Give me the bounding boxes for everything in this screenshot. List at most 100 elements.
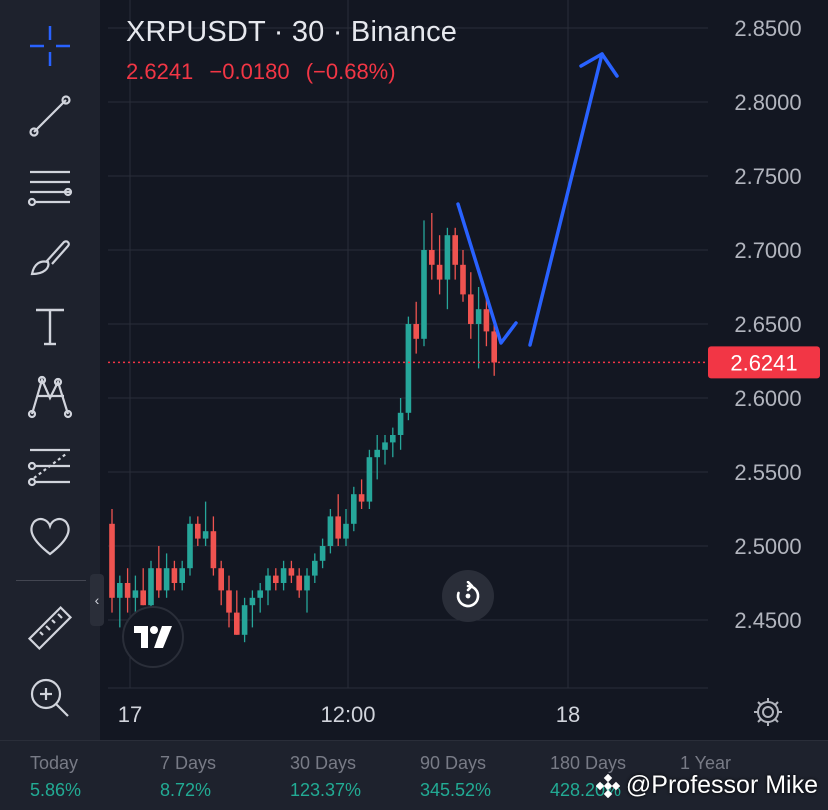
- up-arrow-projection[interactable]: [528, 52, 604, 347]
- favorites-heart-icon: [30, 517, 70, 556]
- candle: [429, 213, 435, 280]
- price-axis[interactable]: 2.8500 2.8000 2.7500 2.7000 2.6500 2.6000 2.55…: [734, 16, 801, 633]
- candle-body: [452, 235, 458, 265]
- perf-value: 5.86%: [30, 780, 82, 800]
- candle-body: [273, 575, 279, 583]
- candle-body: [210, 531, 217, 569]
- close-price: 2.6241: [126, 59, 194, 84]
- price-tick-label: 2.7500: [734, 164, 801, 189]
- trend-line-tool[interactable]: [20, 88, 80, 144]
- collapse-toolbar-button[interactable]: ‹: [90, 574, 104, 626]
- candle-body: [444, 235, 451, 280]
- candle: [312, 553, 318, 583]
- price-tick-label: 2.5000: [734, 534, 801, 559]
- candle-body: [280, 568, 287, 583]
- perf-label: Today: [30, 753, 79, 773]
- candle: [351, 486, 357, 532]
- candle-body: [265, 575, 271, 591]
- symbol-name: XRPUSDT: [126, 16, 266, 48]
- perf-1-year[interactable]: 1 Year: [680, 753, 800, 801]
- candle: [444, 227, 451, 310]
- ruler-tool[interactable]: [20, 600, 80, 656]
- price-tick-label: 2.6000: [734, 386, 801, 411]
- candle: [257, 583, 263, 613]
- candle: [421, 220, 427, 347]
- time-tick-label: 12:00: [320, 702, 375, 727]
- tradingview-logo[interactable]: [122, 606, 184, 668]
- candle-body: [124, 583, 131, 598]
- last-price-tag-text: 2.6241: [730, 350, 797, 375]
- candle-body: [234, 612, 240, 635]
- price-tick-label: 2.8000: [734, 90, 801, 115]
- fib-retracement-icon: [27, 170, 73, 207]
- down-trend-stroke[interactable]: [456, 202, 518, 345]
- candle-body: [397, 412, 404, 435]
- candle: [171, 560, 178, 591]
- time-axis[interactable]: 17 12:00 18: [118, 702, 580, 727]
- candle-body: [171, 568, 178, 583]
- candle-body: [335, 516, 341, 539]
- candle: [163, 553, 170, 598]
- candle: [273, 568, 279, 591]
- crosshair-tool[interactable]: [20, 18, 80, 74]
- candle-body: [117, 583, 123, 598]
- ruler-icon: [27, 605, 73, 651]
- candle-body: [436, 264, 443, 280]
- price-tick-label: 2.8500: [734, 16, 801, 41]
- candle-body: [483, 309, 490, 332]
- chart-area[interactable]: 2.8500 2.8000 2.7500 2.7000 2.6500 2.6000 2.55…: [108, 0, 828, 740]
- candle: [374, 435, 380, 480]
- candle-body: [249, 597, 256, 606]
- drawing-toolbar: [0, 0, 100, 740]
- candle-body: [195, 523, 201, 539]
- price-tick-label: 2.4500: [734, 608, 801, 633]
- candle-body: [304, 575, 310, 591]
- candle: [187, 516, 193, 576]
- perf-7-days[interactable]: 7 Days 8.72%: [160, 753, 280, 801]
- price-tick-label: 2.7000: [734, 238, 801, 263]
- chart-settings-button[interactable]: [752, 696, 784, 728]
- perf-90-days[interactable]: 90 Days 345.52%: [420, 753, 540, 801]
- brush-tool[interactable]: [20, 228, 80, 284]
- candle-body: [109, 523, 115, 598]
- candle: [140, 568, 146, 606]
- candle-body: [366, 457, 373, 502]
- favorites-tool[interactable]: [20, 508, 80, 564]
- perf-30-days[interactable]: 30 Days 123.37%: [290, 753, 410, 801]
- candle-body: [343, 523, 349, 539]
- candle: [241, 597, 248, 643]
- candle-body: [319, 546, 326, 561]
- candle: [296, 568, 302, 598]
- candle-body: [327, 516, 334, 546]
- candle: [460, 250, 466, 302]
- candlestick-chart[interactable]: 2.8500 2.8000 2.7500 2.7000 2.6500 2.6000 2.55…: [108, 0, 828, 740]
- candle-body: [156, 568, 162, 591]
- perf-label: 90 Days: [420, 753, 487, 773]
- candle-body: [421, 250, 427, 339]
- trend-line-icon: [29, 95, 71, 137]
- candle: [288, 560, 295, 583]
- perf-today[interactable]: Today 5.86%: [30, 753, 150, 801]
- perf-label: 30 Days: [290, 753, 357, 773]
- fib-retracement-tool[interactable]: [20, 158, 80, 214]
- prediction-tool[interactable]: [20, 438, 80, 494]
- candle: [468, 272, 474, 339]
- candle: [405, 316, 412, 421]
- text-tool[interactable]: [20, 298, 80, 354]
- candle-body: [468, 294, 474, 324]
- watermark-text: @Professor Mike: [625, 771, 818, 799]
- brush-icon: [30, 240, 70, 276]
- zoom-in-tool[interactable]: [20, 670, 80, 726]
- perf-value: 345.52%: [420, 780, 492, 800]
- candle: [343, 509, 349, 546]
- reset-chart-button[interactable]: [442, 570, 494, 622]
- candle-body: [202, 531, 209, 539]
- candle-body: [405, 324, 412, 413]
- symbol-title[interactable]: XRPUSDT · 30 · Binance: [126, 16, 457, 49]
- candle: [366, 449, 373, 509]
- pattern-tool[interactable]: [20, 368, 80, 424]
- perf-value: 8.72%: [160, 780, 212, 800]
- candle-body: [140, 590, 146, 606]
- candle: [491, 324, 497, 376]
- candle-body: [429, 250, 435, 265]
